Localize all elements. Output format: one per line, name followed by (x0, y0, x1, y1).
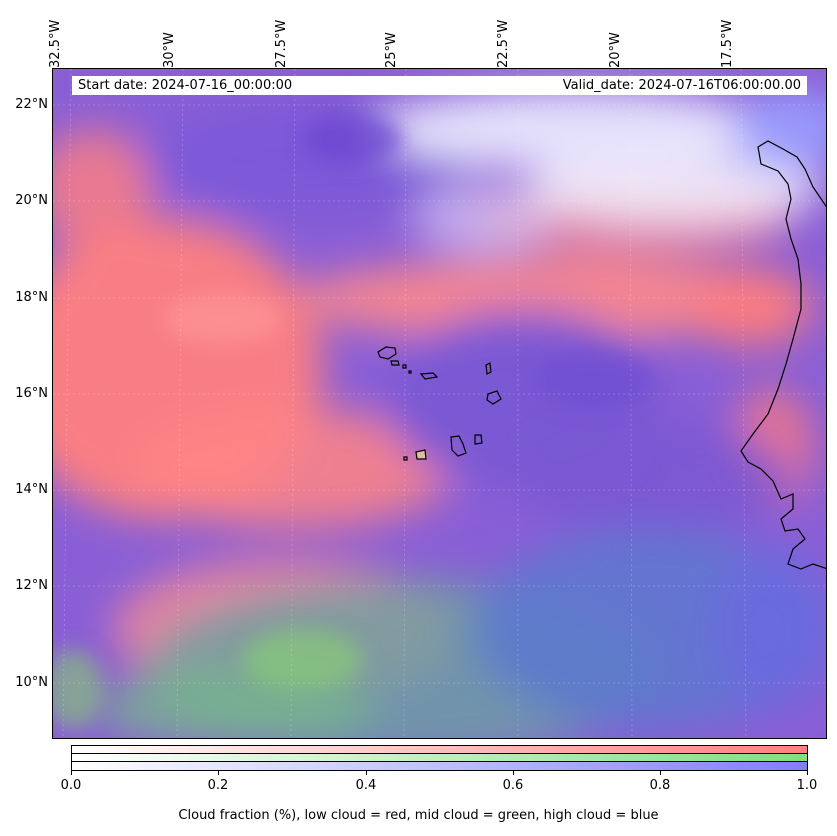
colorbar-tick-label: 0.6 (502, 778, 524, 793)
map-canvas (53, 69, 826, 738)
colorbar-tick (513, 771, 514, 775)
lon-label-32-5w: 32.5°W (48, 19, 63, 68)
map-info-bar: Start date: 2024-07-16_00:00:00 Valid_da… (72, 76, 807, 95)
lat-label-16n: 16°N (15, 386, 48, 401)
lat-label-18n: 18°N (15, 290, 48, 305)
lat-label-14n: 14°N (15, 482, 48, 497)
colorbar-tick (807, 771, 808, 775)
colorbar-low-cloud (72, 746, 807, 754)
start-date-label: Start date: 2024-07-16_00:00:00 (78, 78, 293, 93)
lat-label-22n: 22°N (15, 97, 48, 112)
colorbar-tick (366, 771, 367, 775)
lat-label-12n: 12°N (15, 578, 48, 593)
colorbar (71, 745, 808, 771)
colorbar-tick-label: 0.4 (355, 778, 377, 793)
colorbar-tick (660, 771, 661, 775)
colorbar-tick (71, 771, 72, 775)
lon-label-27-5w: 27.5°W (274, 19, 289, 68)
colorbar-tick-label: 0.8 (649, 778, 671, 793)
lat-label-20n: 20°N (15, 193, 48, 208)
cape-verde-islands (377, 346, 502, 461)
lat-label-10n: 10°N (15, 675, 48, 690)
colorbar-mid-cloud (72, 754, 807, 762)
lon-label-25w: 25°W (384, 32, 399, 68)
lon-label-22-5w: 22.5°W (496, 19, 511, 68)
colorbar-tick-label: 0.0 (60, 778, 82, 793)
colorbar-caption: Cloud fraction (%), low cloud = red, mid… (178, 808, 659, 823)
lon-label-17-5w: 17.5°W (720, 19, 735, 68)
cloud-fraction-map (52, 68, 827, 739)
colorbar-tick-label: 1.0 (796, 778, 818, 793)
colorbar-high-cloud (72, 762, 807, 770)
lon-label-30w: 30°W (162, 32, 177, 68)
graticule (53, 69, 826, 738)
colorbar-tick (218, 771, 219, 775)
valid-date-label: Valid_date: 2024-07-16T06:00:00.00 (562, 78, 801, 93)
africa-coastline (740, 140, 826, 570)
colorbar-tick-label: 0.2 (207, 778, 229, 793)
lon-label-20w: 20°W (608, 32, 623, 68)
